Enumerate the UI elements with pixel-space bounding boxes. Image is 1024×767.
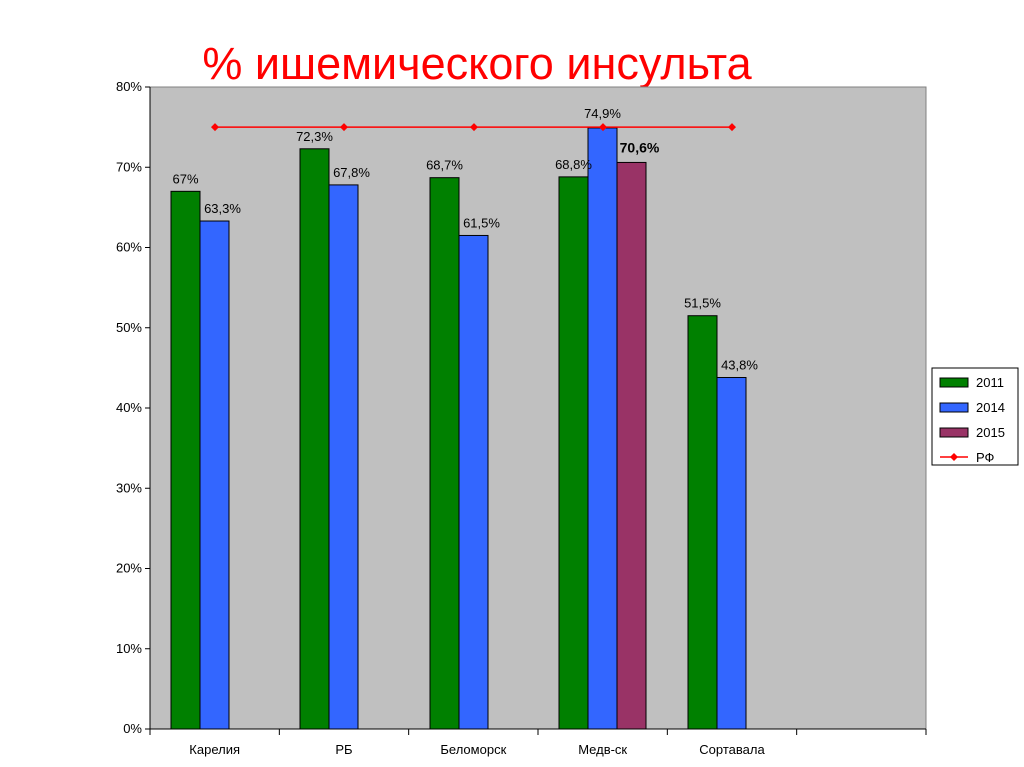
bar-2014-3 (587, 127, 618, 730)
rf-marker-2 (470, 123, 478, 132)
data-label-2011-2: 68,7% (426, 158, 463, 173)
x-tick-label-4: Сортавала (699, 742, 765, 757)
bar-2014-4 (716, 377, 747, 730)
data-label-2014-2: 61,5% (463, 215, 500, 230)
bar-2015-3 (616, 161, 647, 730)
data-label-2011-1: 72,3% (296, 129, 333, 144)
y-tick-label-8: 80% (116, 79, 142, 94)
x-tick-label-0: Карелия (189, 742, 240, 757)
y-tick-label-3: 30% (116, 480, 142, 495)
rf-marker-1 (340, 123, 348, 132)
bar-2011-4 (687, 315, 718, 730)
rf-marker-4 (728, 123, 736, 132)
data-label-2014-0: 63,3% (204, 201, 241, 216)
y-tick-label-5: 50% (116, 320, 142, 335)
data-labels-group: 67% 72,3% 68,7% 68,8% 51,5% 63,3% 67,8% 61,5% 74… (172, 106, 758, 373)
rf-marker-3 (599, 123, 607, 132)
y-tick-label-7: 70% (116, 159, 142, 174)
y-tick-label-2: 20% (116, 561, 142, 576)
y-tick-label-4: 40% (116, 400, 142, 415)
legend-marker-rf (950, 453, 958, 461)
y-tick-label-1: 10% (116, 641, 142, 656)
x-tick-label-3: Медв-ск (578, 742, 627, 757)
data-label-2015-3: 70,6% (620, 139, 660, 155)
bar-2011-3 (558, 176, 589, 730)
legend: 2011 2014 2015 РФ (931, 367, 1019, 466)
bar-2011-1 (299, 148, 330, 730)
bar-2014-0 (199, 220, 230, 730)
rf-marker-0 (211, 123, 219, 132)
data-label-2011-4: 51,5% (684, 296, 721, 311)
legend-label-2011: 2011 (976, 375, 1004, 390)
bars-group (170, 127, 747, 730)
bar-2014-1 (328, 184, 359, 730)
legend-label-2014: 2014 (976, 400, 1005, 415)
x-tick-label-1: РБ (335, 742, 352, 757)
bar-2011-0 (170, 190, 201, 730)
chart-title-text: % ишемического инсульта (202, 38, 752, 89)
y-tick-label-6: 60% (116, 240, 142, 255)
y-tick-label-0: 0% (123, 721, 142, 736)
legend-label-2015: 2015 (976, 425, 1005, 440)
legend-swatch-2014 (939, 402, 969, 413)
plot-area (149, 86, 927, 730)
legend-label-rf: РФ (976, 450, 995, 465)
data-label-2014-4: 43,8% (721, 358, 758, 373)
x-tick-label-2: Беломорск (440, 742, 506, 757)
chart-title: % ишемического инсульта (0, 34, 1024, 94)
data-label-2014-1: 67,8% (333, 165, 370, 180)
legend-swatch-2015 (939, 427, 969, 438)
data-label-2014-3: 74,9% (584, 106, 621, 121)
legend-swatch-2011 (939, 377, 969, 388)
bar-2011-2 (429, 177, 460, 730)
axes-group: 0% 10% 20% 30% 40% 50% 60% 70% 80% Карелия РБ Белом… (116, 79, 927, 757)
bar-2014-2 (458, 234, 489, 730)
data-label-2011-0: 67% (172, 171, 198, 186)
data-label-2011-3: 68,8% (555, 157, 592, 172)
rf-line-group (211, 123, 736, 132)
